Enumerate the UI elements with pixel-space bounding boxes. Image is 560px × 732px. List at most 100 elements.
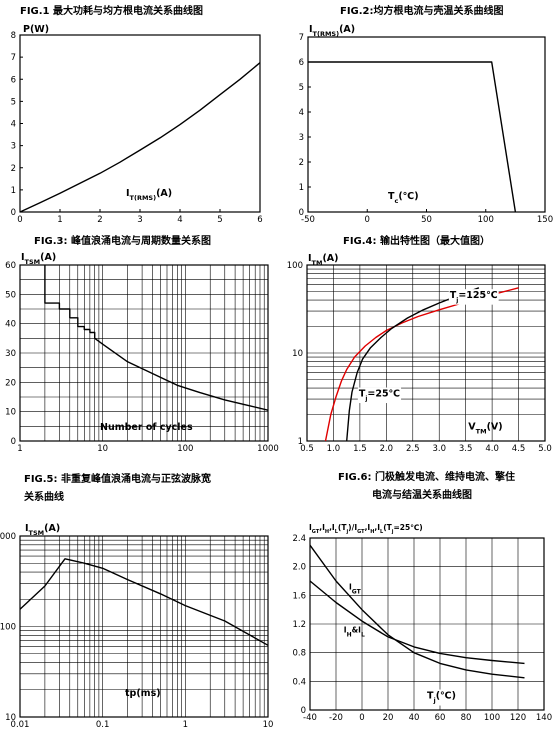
fig5-xtick-label: 10 — [263, 720, 274, 730]
fig4-ytick-label: 100 — [287, 261, 303, 271]
fig2-xtick-label: 50 — [421, 215, 432, 225]
fig1-title: FIG.1 最大功耗与均方根电流关系曲线图 — [20, 4, 203, 17]
fig1-ytick-label: 0 — [11, 208, 16, 218]
fig6-ytick-label: 1.6 — [292, 591, 306, 601]
fig4-grid — [307, 265, 545, 441]
fig4-annotation-0: Tj=125℃ — [450, 290, 498, 304]
fig3-chart: FIG.3: 峰值浪涌电流与周期数量关系图 1 10 100 1000 0 10 20 30 40… — [5, 234, 279, 454]
fig2-ylabel: IT(RMS)(A) — [309, 24, 355, 38]
fig6-xtick-label: 120 — [510, 713, 526, 723]
fig4-xtick-label: 5.0 — [538, 444, 552, 454]
fig6-title-line2: 电流与结温关系曲线图 — [372, 488, 472, 501]
fig4-xtick-label: 1.5 — [353, 444, 367, 454]
fig6-xtick-label: 100 — [484, 713, 500, 723]
fig6-ytick-label: 0.8 — [292, 649, 306, 659]
fig2-xtick-label: 100 — [478, 215, 494, 225]
fig3-ylabel: ITSM(A) — [21, 252, 56, 266]
fig4-xtick-label: 2.5 — [406, 444, 420, 454]
fig6-title-line1: FIG.6: 门极触发电流、维持电流、擎住 — [338, 470, 515, 483]
fig1-ytick-label: 2 — [11, 164, 16, 174]
fig2-xlabel: Tc(℃) — [388, 191, 419, 205]
fig3-xtick-label: 100 — [177, 444, 193, 454]
fig5-ylabel: ITSM(A) — [25, 523, 60, 537]
fig4-annotation-bg — [448, 289, 499, 305]
fig3-xlabel: Number of cycles — [100, 422, 193, 433]
fig6-grid — [310, 538, 544, 710]
fig5-xlabel: tp(ms) — [125, 688, 161, 699]
fig2-xtick-label: -50 — [301, 215, 315, 225]
fig4-xtick-label: 3.5 — [459, 444, 473, 454]
fig6-xtick-label: 140 — [536, 713, 552, 723]
fig6-xlabel-bg — [425, 689, 458, 706]
fig2-ytick-label: 4 — [299, 108, 304, 118]
fig3-ytick-label: 50 — [5, 290, 16, 300]
fig2-series-0-line — [308, 61, 517, 213]
fig2-xlabel-bg — [386, 190, 421, 206]
fig6-frame — [309, 537, 545, 711]
fig4-chart: FIG.4: 输出特性图（最大值图） 0.5 1.0 1.5 2.0 2.5 3.0 3.5 4… — [287, 234, 552, 454]
fig4-xtick-label: 0.5 — [300, 444, 314, 454]
fig5-xtick-label: 0.01 — [11, 720, 30, 730]
fig5-xtick-label: 0.1 — [96, 720, 110, 730]
fig1-ytick-label: 8 — [11, 31, 16, 41]
fig4-xlabel: VTM(V) — [468, 422, 502, 436]
fig1-xtick-label: 1 — [57, 215, 62, 225]
fig6-annotation-0: IGT — [349, 583, 362, 596]
fig6-xtick-label: 40 — [409, 713, 420, 723]
fig6-ylabel: IGT,IH,IL(Tj)/IGT,IH,IL(Tj=25℃) — [309, 523, 423, 535]
fig6-xtick-label: 0 — [359, 713, 364, 723]
fig3-series-0-line — [44, 265, 269, 411]
fig4-ytick-label: 10 — [292, 349, 303, 359]
fig2-chart: FIG.2:均方根电流与壳温关系曲线图-50 0 50 100 15001234567I… — [299, 4, 554, 225]
fig4-ylabel: ITM(A) — [308, 253, 339, 267]
fig4-xtick-label: 4.0 — [485, 444, 499, 454]
fig4-series-1-line — [346, 287, 480, 442]
fig1-series-0-line — [19, 62, 261, 213]
fig2-ytick-label: 3 — [299, 133, 304, 143]
fig3-ytick-label: 40 — [5, 320, 16, 330]
fig3-ytick-label: 30 — [5, 349, 16, 359]
fig3-ytick-label: 0 — [11, 437, 16, 447]
fig3-xtick-label: 10 — [97, 444, 108, 454]
fig2-xtick-label: 150 — [537, 215, 553, 225]
fig4-annotation-bg — [357, 387, 402, 404]
fig1-ytick-label: 3 — [11, 142, 16, 152]
fig6-xlabel: Tj(℃) — [427, 691, 456, 705]
fig6-series-1-line — [309, 580, 525, 665]
fig6-ytick-label: 0.4 — [292, 677, 306, 687]
fig2-ytick-label: 1 — [299, 183, 304, 193]
fig6-annotation-1: IH&IL — [344, 626, 365, 639]
fig1-xtick-label: 2 — [97, 215, 102, 225]
fig1-xtick-label: 6 — [257, 215, 262, 225]
fig3-ytick-label: 20 — [5, 378, 16, 388]
fig2-ytick-label: 7 — [299, 33, 304, 43]
fig1-xtick-label: 5 — [217, 215, 222, 225]
fig1-xtick-label: 0 — [17, 215, 22, 225]
fig5-title-line1: FIG.5: 非重复峰值浪涌电流与正弦波脉宽 — [24, 472, 211, 485]
fig5-ytick-label: 100 — [0, 623, 16, 633]
fig6-ytick-label: 2.0 — [292, 563, 306, 573]
fig2-ytick-label: 2 — [299, 158, 304, 168]
fig6-xtick-label: -20 — [329, 713, 343, 723]
fig5-title-line2: 关系曲线 — [24, 490, 64, 503]
fig4-annotation-1: Tj=25℃ — [359, 389, 400, 403]
fig4-title: FIG.4: 输出特性图（最大值图） — [343, 234, 490, 247]
fig2-ytick-label: 5 — [299, 83, 304, 93]
fig5-xtick-label: 1 — [183, 720, 188, 730]
fig1-ylabel: P(W) — [23, 24, 49, 35]
fig1-xtick-label: 4 — [177, 215, 182, 225]
fig4-ytick-label: 1 — [298, 437, 303, 447]
fig6-ytick-label: 0 — [301, 706, 306, 716]
fig3-xtick-label: 1 — [17, 444, 22, 454]
fig4-xtick-label: 2.0 — [380, 444, 394, 454]
fig4-frame — [306, 264, 546, 442]
fig1-xtick-label: 3 — [137, 215, 142, 225]
fig5-grid — [20, 536, 268, 717]
fig6-xtick-label: -40 — [303, 713, 317, 723]
fig3-xtick-label: 1000 — [257, 444, 279, 454]
fig6-xtick-label: 60 — [435, 713, 446, 723]
fig3-ytick-label: 60 — [5, 261, 16, 271]
fig1-ytick-label: 4 — [11, 120, 16, 130]
